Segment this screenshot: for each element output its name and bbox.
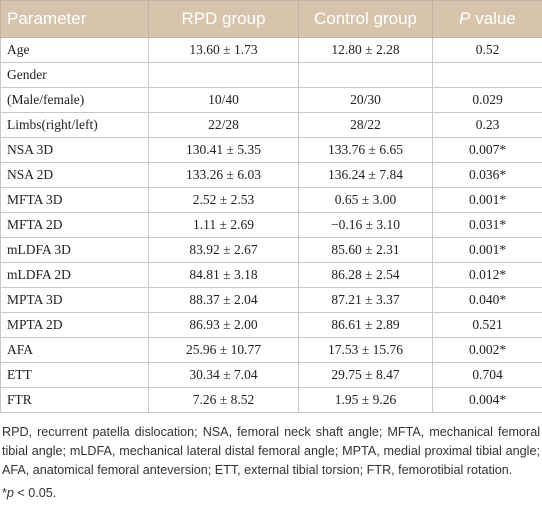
table-row: FTR 7.26 ± 8.52 1.95 ± 9.26 0.004* xyxy=(0,387,542,413)
table-cell: 83.92 ± 2.67 xyxy=(148,237,299,263)
row-label: NSA 3D xyxy=(0,137,149,163)
row-label: MFTA 3D xyxy=(0,187,149,213)
row-label: ETT xyxy=(0,362,149,388)
header-cell: RPD group xyxy=(148,0,299,38)
table-row: ETT 30.34 ± 7.04 29.75 ± 8.47 0.704 xyxy=(0,362,542,388)
table-cell: 13.60 ± 1.73 xyxy=(148,37,299,63)
table-body: Age 13.60 ± 1.73 12.80 ± 2.28 0.52 Gender (Ma… xyxy=(0,37,542,413)
table-cell xyxy=(298,62,433,88)
note-text: < 0.05. xyxy=(13,486,57,500)
table-cell: 1.11 ± 2.69 xyxy=(148,212,299,238)
table-cell: 0.002* xyxy=(432,337,542,363)
table-cell: 0.040* xyxy=(432,287,542,313)
table-row: Limbs(right/left) 22/28 28/22 0.23 xyxy=(0,112,542,138)
table-row: MFTA 3D 2.52 ± 2.53 0.65 ± 3.00 0.001* xyxy=(0,187,542,213)
row-label: FTR xyxy=(0,387,149,413)
table-row: MPTA 3D 88.37 ± 2.04 87.21 ± 3.37 0.040* xyxy=(0,287,542,313)
table-row: Age 13.60 ± 1.73 12.80 ± 2.28 0.52 xyxy=(0,37,542,63)
table-cell: 30.34 ± 7.04 xyxy=(148,362,299,388)
table-cell: 87.21 ± 3.37 xyxy=(298,287,433,313)
table-cell: 0.23 xyxy=(432,112,542,138)
table-cell xyxy=(148,62,299,88)
row-label: MPTA 2D xyxy=(0,312,149,338)
table-cell: 0.001* xyxy=(432,237,542,263)
row-label: mLDFA 2D xyxy=(0,262,149,288)
table-cell: 0.007* xyxy=(432,137,542,163)
table-cell: 133.76 ± 6.65 xyxy=(298,137,433,163)
table-cell: 28/22 xyxy=(298,112,433,138)
header-cell: P value xyxy=(432,0,542,38)
footnote: RPD, recurrent patella dislocation; NSA,… xyxy=(2,425,540,477)
table-cell: 0.52 xyxy=(432,37,542,63)
table-row: mLDFA 3D 83.92 ± 2.67 85.60 ± 2.31 0.001* xyxy=(0,237,542,263)
table-row: Gender xyxy=(0,62,542,88)
note-mark: * xyxy=(2,486,7,500)
table-cell: 0.521 xyxy=(432,312,542,338)
table-cell: 86.28 ± 2.54 xyxy=(298,262,433,288)
row-label: AFA xyxy=(0,337,149,363)
row-label: mLDFA 3D xyxy=(0,237,149,263)
header-cell: Parameter xyxy=(0,0,149,38)
table-cell: 86.61 ± 2.89 xyxy=(298,312,433,338)
table-cell: 85.60 ± 2.31 xyxy=(298,237,433,263)
row-label: Age xyxy=(0,37,149,63)
row-label: (Male/female) xyxy=(0,87,149,113)
table-cell: 0.029 xyxy=(432,87,542,113)
table-cell: 0.012* xyxy=(432,262,542,288)
header-row: Parameter RPD group Control group P valu… xyxy=(0,0,542,38)
results-table: Parameter RPD group Control group P valu… xyxy=(0,0,542,413)
table-cell: 88.37 ± 2.04 xyxy=(148,287,299,313)
row-label: Gender xyxy=(0,62,149,88)
table-cell: 0.001* xyxy=(432,187,542,213)
significance-note: *p < 0.05. xyxy=(0,480,542,500)
row-label: NSA 2D xyxy=(0,162,149,188)
table-row: (Male/female) 10/40 20/30 0.029 xyxy=(0,87,542,113)
table-cell: 1.95 ± 9.26 xyxy=(298,387,433,413)
table-cell: 7.26 ± 8.52 xyxy=(148,387,299,413)
table-cell: 0.004* xyxy=(432,387,542,413)
table-cell: 0.036* xyxy=(432,162,542,188)
table-cell: 0.65 ± 3.00 xyxy=(298,187,433,213)
row-label: Limbs(right/left) xyxy=(0,112,149,138)
header-cell: Control group xyxy=(298,0,433,38)
table-cell: 17.53 ± 15.76 xyxy=(298,337,433,363)
header-italic: P xyxy=(459,9,471,28)
table-cell: 22/28 xyxy=(148,112,299,138)
table-row: mLDFA 2D 84.81 ± 3.18 86.28 ± 2.54 0.012* xyxy=(0,262,542,288)
note-italic: p xyxy=(6,486,14,500)
table-cell: 130.41 ± 5.35 xyxy=(148,137,299,163)
table-cell: 2.52 ± 2.53 xyxy=(148,187,299,213)
table-cell xyxy=(432,62,542,88)
table-row: MPTA 2D 86.93 ± 2.00 86.61 ± 2.89 0.521 xyxy=(0,312,542,338)
table-cell: 12.80 ± 2.28 xyxy=(298,37,433,63)
table-row: MFTA 2D 1.11 ± 2.69 −0.16 ± 3.10 0.031* xyxy=(0,212,542,238)
table-row: AFA 25.96 ± 10.77 17.53 ± 15.76 0.002* xyxy=(0,337,542,363)
table-cell: 84.81 ± 3.18 xyxy=(148,262,299,288)
row-label: MFTA 2D xyxy=(0,212,149,238)
table-cell: 29.75 ± 8.47 xyxy=(298,362,433,388)
table-cell: −0.16 ± 3.10 xyxy=(298,212,433,238)
table-cell: 25.96 ± 10.77 xyxy=(148,337,299,363)
table-cell: 136.24 ± 7.84 xyxy=(298,162,433,188)
table-cell: 86.93 ± 2.00 xyxy=(148,312,299,338)
table-cell: 20/30 xyxy=(298,87,433,113)
table-cell: 0.704 xyxy=(432,362,542,388)
table-row: NSA 2D 133.26 ± 6.03 136.24 ± 7.84 0.036* xyxy=(0,162,542,188)
row-label: MPTA 3D xyxy=(0,287,149,313)
table-row: NSA 3D 130.41 ± 5.35 133.76 ± 6.65 0.007* xyxy=(0,137,542,163)
table-cell: 133.26 ± 6.03 xyxy=(148,162,299,188)
table-cell: 10/40 xyxy=(148,87,299,113)
table-cell: 0.031* xyxy=(432,212,542,238)
header-text: value xyxy=(470,9,516,28)
